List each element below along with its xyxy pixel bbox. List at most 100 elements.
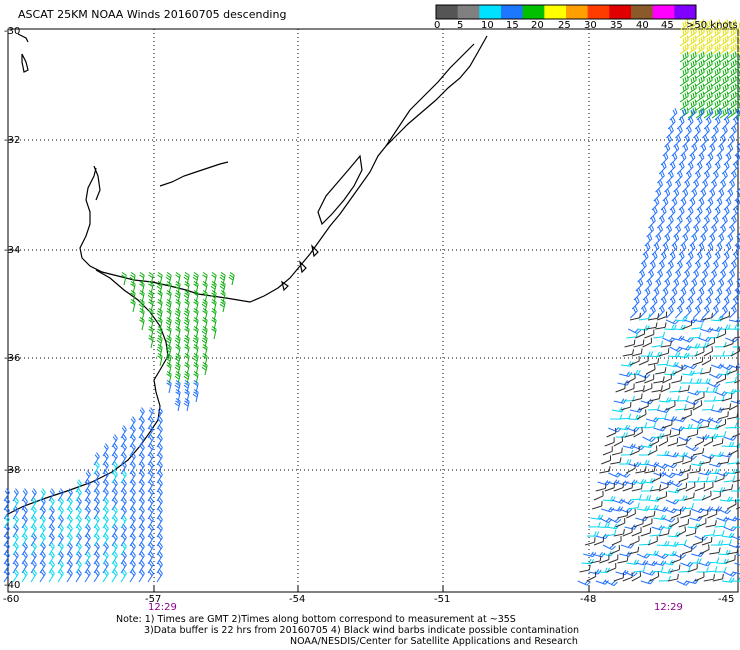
wind-barb	[174, 281, 181, 295]
wind-barb	[667, 573, 679, 582]
wind-barb	[684, 306, 692, 319]
wind-barb	[727, 180, 736, 193]
wind-barb	[712, 573, 724, 582]
wind-barb	[707, 557, 720, 564]
lat-label-34: -34	[4, 245, 21, 256]
wind-barb	[727, 27, 737, 39]
wind-barb	[138, 416, 145, 430]
wind-barb	[174, 398, 181, 412]
wind-barb	[691, 270, 700, 283]
lat-label-38: -38	[4, 465, 21, 476]
wind-barb	[630, 306, 638, 319]
wind-barb	[130, 299, 136, 313]
wind-barb	[667, 207, 676, 220]
wind-barb	[617, 472, 631, 478]
wind-barb	[93, 524, 100, 538]
wind-barb	[698, 509, 709, 519]
wind-barb	[684, 216, 692, 229]
wind-barb	[638, 495, 652, 501]
wind-barb	[183, 371, 190, 385]
wind-barb	[138, 434, 145, 448]
wind-barb	[687, 59, 697, 71]
wind-barb	[147, 488, 154, 502]
wind-barb	[147, 443, 154, 457]
wind-barb	[703, 252, 712, 265]
wind-barb	[730, 297, 739, 310]
legend-swatch	[436, 5, 459, 19]
wind-barb	[75, 479, 82, 493]
wind-barb	[714, 521, 727, 528]
wind-barb	[102, 506, 109, 520]
wind-barb	[723, 475, 736, 483]
wind-barb	[129, 416, 136, 430]
wind-barb	[610, 414, 623, 420]
wind-barb	[703, 35, 713, 47]
wind-barb	[719, 51, 729, 63]
wind-barb	[685, 528, 697, 537]
wind-barb	[111, 452, 118, 466]
legend-swatch	[566, 5, 589, 19]
wind-barb	[721, 252, 730, 265]
wind-barb	[705, 153, 714, 166]
note-line-3: NOAA/NESDIS/Center for Satellite Applica…	[290, 636, 578, 647]
wind-barb	[156, 470, 163, 484]
map-frame	[7, 28, 739, 593]
time-label-east: 12:29	[654, 602, 683, 613]
wind-barb	[698, 234, 707, 247]
legend-swatch	[544, 5, 567, 19]
wind-barb	[662, 234, 671, 247]
wind-barb	[678, 198, 687, 211]
wind-barb	[696, 243, 705, 256]
wind-barb	[120, 461, 127, 475]
wind-barb	[138, 524, 145, 538]
wind-barb	[102, 515, 109, 529]
legend-label-30: 30	[584, 20, 597, 31]
wind-barb	[138, 461, 145, 475]
wind-barb	[674, 404, 687, 411]
wind-barb	[21, 560, 28, 574]
wind-barb	[120, 542, 127, 556]
wind-barb	[734, 336, 740, 339]
wind-barb	[48, 542, 55, 556]
wind-barb	[642, 288, 651, 301]
wind-barb	[649, 393, 661, 402]
wind-barb	[649, 484, 662, 492]
wind-barb	[676, 252, 685, 265]
wind-barb	[138, 560, 145, 574]
wind-barb	[66, 497, 73, 511]
wind-barb	[703, 83, 713, 95]
wind-barb	[685, 445, 699, 452]
wind-barb	[584, 537, 596, 546]
wind-barb	[709, 225, 718, 238]
wind-barb	[689, 234, 698, 247]
wind-barb	[3, 560, 10, 574]
wind-barb	[84, 488, 91, 502]
wind-barb	[111, 470, 118, 484]
wind-barb	[129, 560, 136, 574]
wind-barb	[129, 551, 136, 565]
wind-barb	[703, 19, 713, 31]
wind-barb	[667, 437, 679, 447]
wind-barb	[694, 535, 708, 541]
wind-barb	[719, 67, 729, 79]
wind-barb	[718, 324, 731, 330]
wind-barb	[656, 407, 671, 414]
wind-barb	[723, 153, 732, 166]
wind-barb	[592, 551, 606, 558]
wind-barb	[653, 425, 667, 432]
wind-barb	[727, 19, 737, 31]
wind-barb	[75, 497, 82, 511]
wind-barb	[687, 99, 697, 111]
wind-barb	[703, 27, 713, 39]
wind-barb	[84, 551, 91, 565]
wind-barb	[678, 288, 687, 301]
wind-barb	[84, 524, 91, 538]
wind-barb	[48, 506, 55, 520]
wind-barb	[620, 499, 634, 505]
wind-barb	[622, 349, 635, 357]
wind-barb	[703, 482, 714, 492]
wind-barb	[671, 234, 680, 247]
wind-barb	[165, 299, 172, 313]
wind-barb	[57, 569, 64, 583]
wind-barb	[595, 483, 607, 492]
